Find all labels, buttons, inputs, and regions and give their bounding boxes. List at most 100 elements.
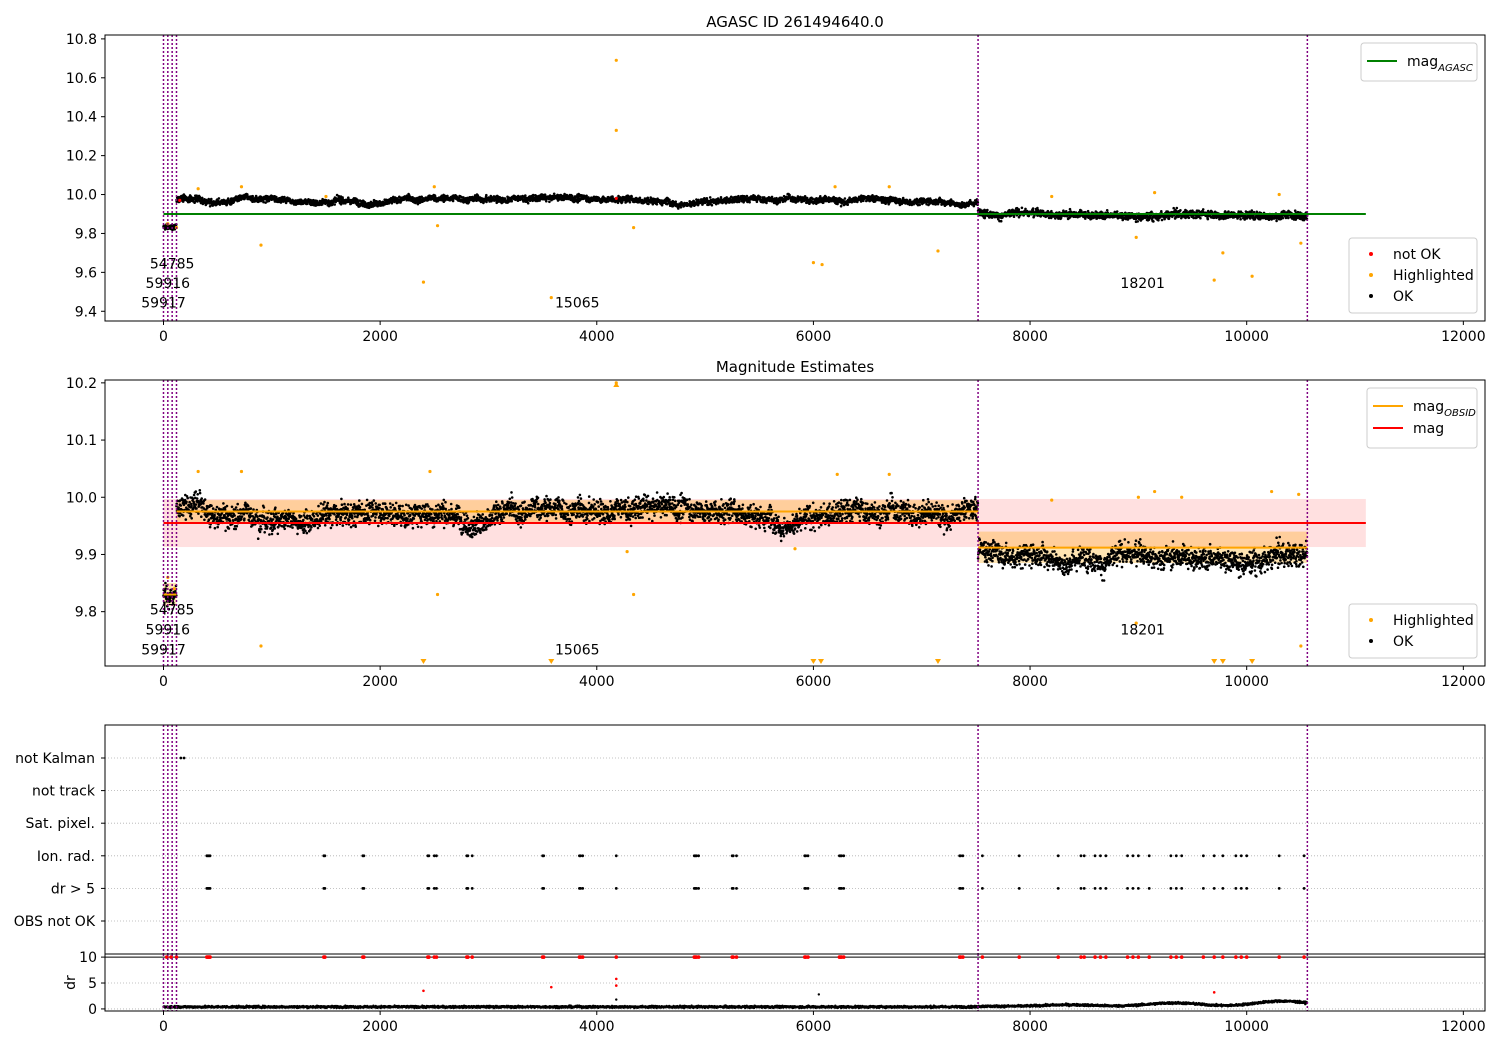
ok-point <box>510 199 513 203</box>
y-tick-label: 10.6 <box>66 71 97 87</box>
ok-point <box>843 197 847 200</box>
ok-point <box>545 199 548 203</box>
ok-point <box>755 200 759 204</box>
ok-point <box>674 200 677 203</box>
x-tick-label: 0 <box>159 329 168 345</box>
highlighted-point <box>324 194 328 199</box>
highlighted-point <box>435 224 440 228</box>
ok-point <box>1227 210 1230 213</box>
highlighted-point <box>820 262 824 267</box>
ok-point <box>1136 220 1139 223</box>
ok-point <box>1199 216 1202 220</box>
highlighted-point <box>1050 194 1054 199</box>
x-tick-label: 8000 <box>1012 329 1048 345</box>
highlighted-point <box>432 185 436 189</box>
not-ok-point <box>614 196 618 201</box>
x-tick-label: 6000 <box>796 329 832 345</box>
chart-title: Magnitude Estimates <box>716 358 874 376</box>
legend-marker <box>1369 252 1373 256</box>
y-tick-label: 10.8 <box>66 32 97 48</box>
y-tick-label: 10.0 <box>66 188 97 204</box>
ok-point <box>1201 208 1205 211</box>
ok-point <box>1160 218 1164 222</box>
y-tick-label: 9.4 <box>75 304 97 320</box>
ok-point <box>788 193 791 197</box>
ok-point <box>1179 209 1182 212</box>
legend-subscript: AGASC <box>1437 63 1473 74</box>
obsid-annotation: 15065 <box>555 295 600 311</box>
not-ok-point <box>178 198 182 202</box>
ok-point <box>217 197 221 200</box>
ok-point <box>630 195 633 198</box>
ok-point <box>208 205 212 208</box>
legend-label: OK <box>1393 289 1414 305</box>
ok-point <box>1105 209 1109 212</box>
ok-point <box>1287 216 1290 220</box>
ok-point <box>999 219 1003 223</box>
ok-point <box>284 201 288 205</box>
ok-point <box>186 496 189 500</box>
ok-point <box>638 196 642 200</box>
obsid-annotation: 54785 <box>150 256 195 272</box>
ok-point <box>210 197 213 201</box>
ok-point <box>668 198 671 202</box>
obsid-annotation: 59916 <box>146 276 191 292</box>
ok-point <box>708 196 712 199</box>
obsid-annotation: 18201 <box>1120 276 1165 292</box>
y-tick-label: 9.8 <box>75 226 97 242</box>
ok-point <box>839 204 843 208</box>
ok-point <box>251 194 254 198</box>
highlighted-point <box>1134 235 1138 239</box>
highlighted-point <box>421 280 426 284</box>
x-tick-label: 12000 <box>1441 329 1486 345</box>
ok-point <box>1031 207 1035 210</box>
ok-point <box>1237 210 1240 213</box>
x-tick-label: 10000 <box>1224 329 1269 345</box>
ok-point <box>333 203 337 206</box>
ok-point <box>185 500 188 504</box>
highlighted-point <box>1299 241 1303 245</box>
obsid-annotation: 59917 <box>141 295 186 311</box>
ok-point <box>986 208 989 212</box>
highlighted-point <box>1153 190 1157 195</box>
ok-point <box>1250 209 1254 212</box>
ok-point <box>918 203 921 207</box>
ok-point <box>283 195 286 199</box>
ok-point <box>246 193 249 196</box>
ok-point <box>306 202 309 206</box>
ok-point <box>628 200 632 204</box>
ok-point <box>748 200 751 204</box>
highlighted-point <box>549 296 553 300</box>
ok-point <box>1017 208 1021 211</box>
y-tick-label: 10.2 <box>66 149 97 165</box>
ok-point <box>264 201 267 204</box>
highlighted-point <box>239 185 244 189</box>
ok-point <box>1041 209 1045 213</box>
ok-point <box>655 203 659 206</box>
ok-point <box>164 581 167 585</box>
legend-label: Highlighted <box>1393 268 1474 284</box>
ok-point <box>1152 220 1155 223</box>
ok-point <box>759 195 762 199</box>
highlighted-point <box>833 185 837 189</box>
ok-point <box>467 200 471 204</box>
ok-point <box>846 203 849 206</box>
highlighted-point <box>1221 251 1225 255</box>
ok-point <box>1187 216 1191 220</box>
legend-label: mag <box>1407 54 1438 70</box>
ok-point <box>262 200 265 204</box>
ok-point <box>1281 216 1285 220</box>
ok-point <box>1115 210 1119 213</box>
legend-marker <box>1369 273 1373 277</box>
y-tick-label: 10.4 <box>66 110 97 126</box>
ok-point <box>710 203 714 207</box>
ok-point <box>485 193 488 197</box>
ok-point <box>778 200 782 204</box>
x-tick-label: 2000 <box>362 329 398 345</box>
ok-point <box>526 201 530 205</box>
y-tick-label: 9.6 <box>75 265 97 281</box>
ok-point <box>178 514 181 518</box>
ok-point <box>524 194 527 197</box>
